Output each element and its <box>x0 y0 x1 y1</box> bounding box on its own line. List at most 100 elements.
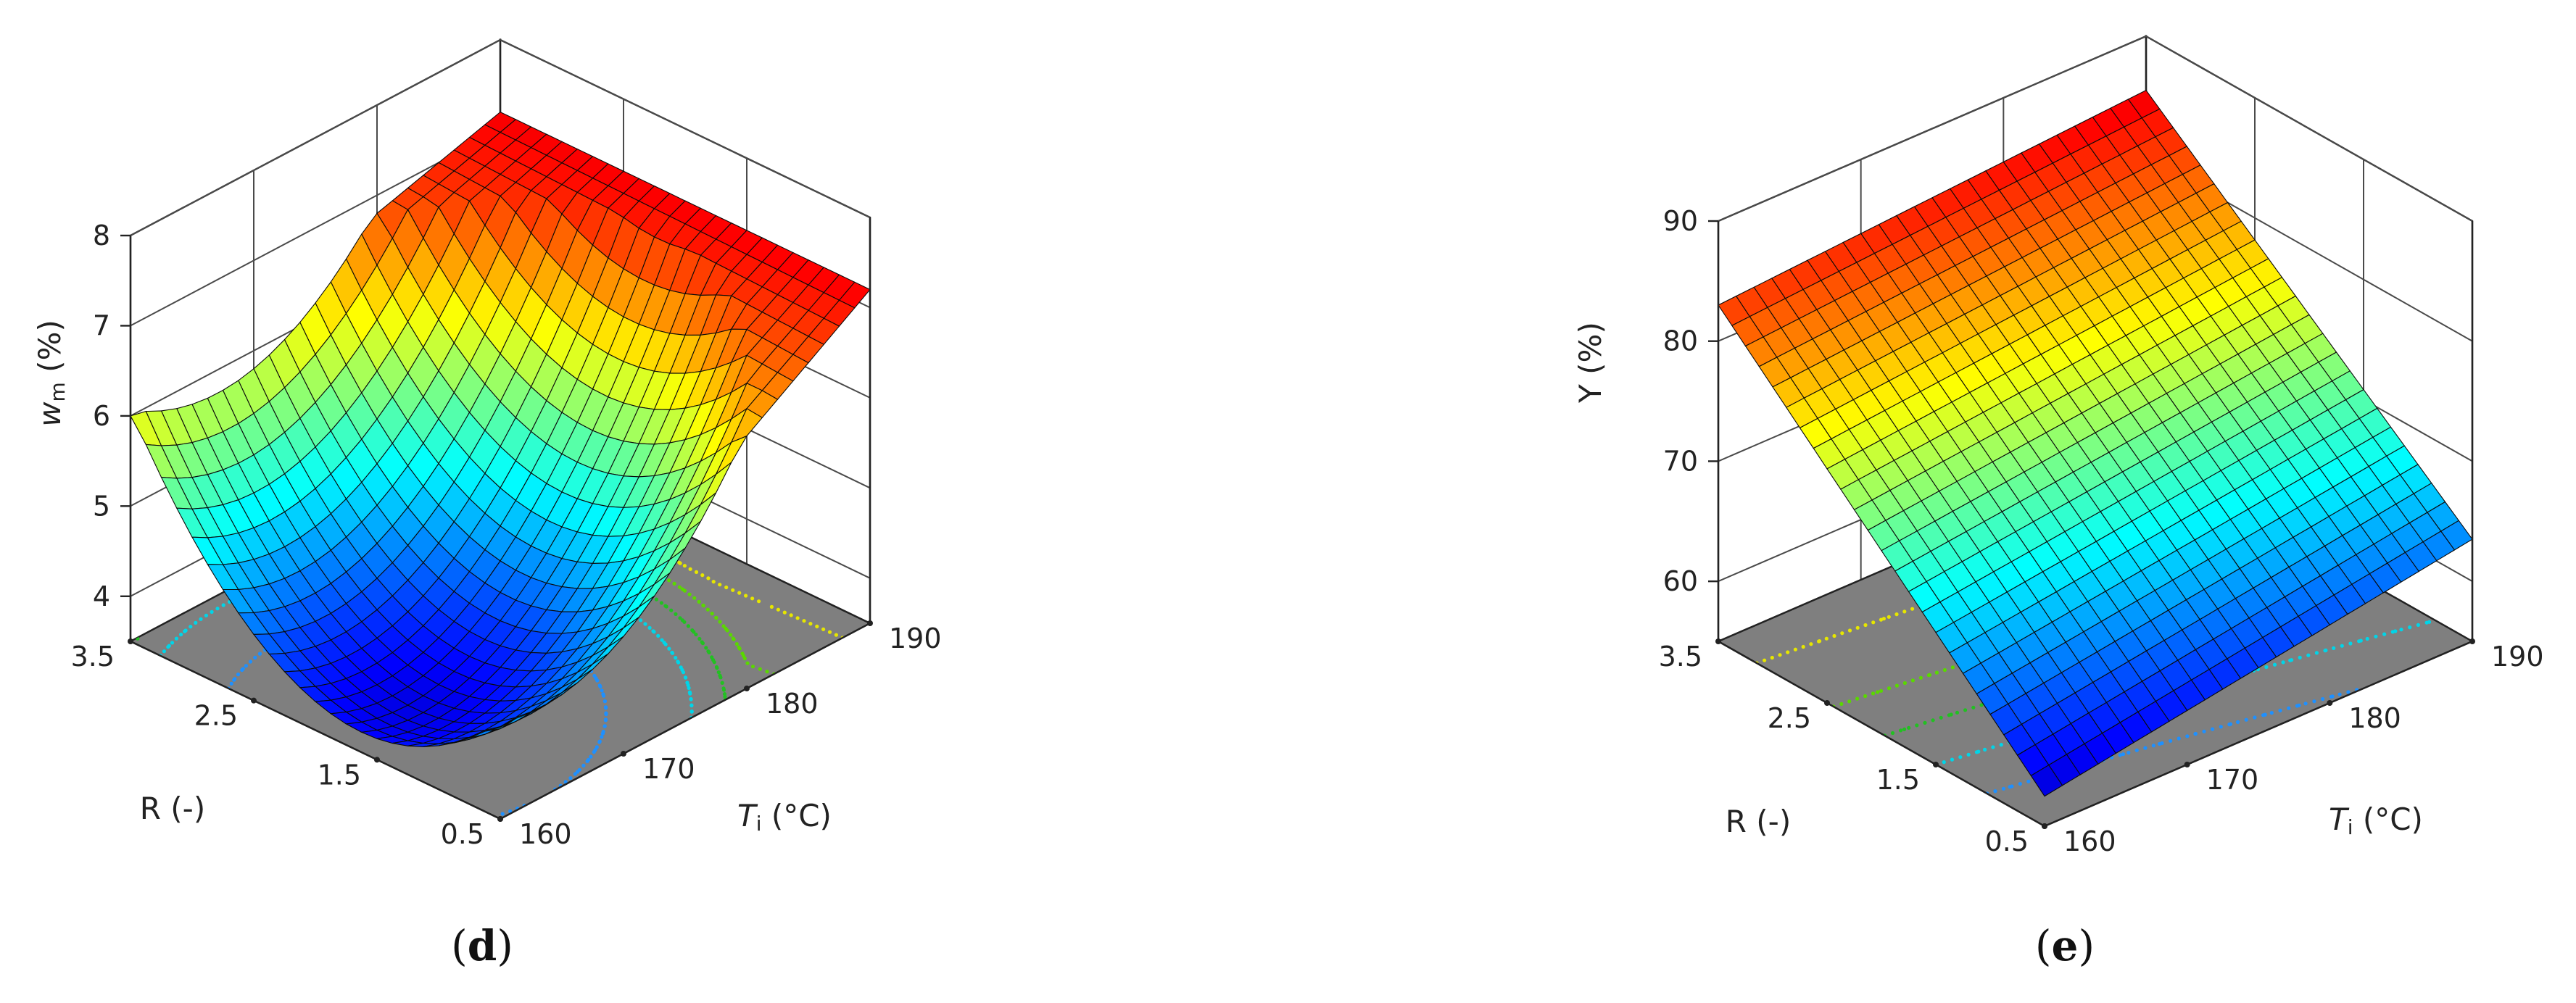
contour-point <box>600 688 604 693</box>
contour-point <box>802 619 806 623</box>
y-axis-label-d: R (-) <box>140 791 205 826</box>
surface-facet <box>484 718 516 732</box>
contour-point <box>834 633 838 637</box>
z-axis-label-d: wm (%) <box>32 320 70 427</box>
x-tick-label: 190 <box>889 623 942 654</box>
contour-point <box>2408 625 2412 630</box>
contour-point <box>706 649 711 654</box>
y-tick-label: 1.5 <box>1876 764 1920 796</box>
contour-point <box>769 604 774 609</box>
contour-point <box>1763 658 1767 662</box>
contour-point <box>721 624 726 628</box>
contour-point <box>721 686 726 691</box>
contour-point <box>1871 620 1876 625</box>
contour-point <box>2253 715 2257 720</box>
contour-point <box>1999 743 2003 747</box>
contour-point <box>1939 715 1943 720</box>
contour-point <box>821 627 826 631</box>
contour-point <box>827 630 832 634</box>
contour-point <box>1910 678 1915 683</box>
contour-point <box>701 603 705 607</box>
contour-point <box>2018 782 2022 786</box>
y-tick-mark <box>1715 638 1721 644</box>
contour-point <box>2261 713 2266 717</box>
contour-point <box>2272 662 2277 667</box>
contour-point <box>680 587 685 591</box>
contour-point <box>577 767 581 772</box>
contour-point <box>602 699 608 704</box>
x-tick-label: 160 <box>519 818 572 850</box>
contour-point <box>1902 609 1907 614</box>
contour-point <box>677 585 682 589</box>
x-tick-label: 160 <box>2063 825 2116 857</box>
contour-point <box>1890 731 1895 736</box>
contour-point <box>1950 665 1955 670</box>
contour-point <box>1899 728 1903 733</box>
contour-point <box>1934 670 1939 675</box>
contour-point <box>162 649 166 654</box>
wall-gridline <box>130 38 871 236</box>
contour-point <box>2227 723 2232 727</box>
contour-point <box>589 754 593 759</box>
contour-point <box>1991 745 1995 749</box>
contour-point <box>592 673 597 678</box>
contour-point <box>189 625 193 629</box>
contour-point <box>2211 727 2215 731</box>
contour-point <box>758 667 762 671</box>
contour-point <box>2332 646 2336 651</box>
contour-point <box>765 670 769 674</box>
contour-point <box>2244 717 2248 722</box>
y-tick-mark <box>251 697 257 704</box>
contour-point <box>706 576 711 580</box>
contour-point <box>690 628 695 633</box>
contour-point <box>686 624 691 628</box>
chart-panel-e: 60 70 80 90 0.5 1.5 2.5 3.5 160 170 180 190 Y (%) R… <box>1573 34 2544 970</box>
contour-point <box>2151 744 2155 748</box>
contour-point <box>729 633 733 637</box>
x-axis-label-e: Ti (°C) <box>2329 802 2423 839</box>
x-tick-label: 180 <box>2348 702 2401 734</box>
contour-point <box>244 664 248 668</box>
contour-point <box>697 599 701 604</box>
y-tick-label: 1.5 <box>318 759 361 791</box>
contour-point <box>744 594 748 598</box>
contour-point <box>1942 667 1947 673</box>
contour-point <box>776 607 780 612</box>
contour-point <box>677 560 682 565</box>
contour-point <box>221 603 225 607</box>
contour-point <box>2026 779 2031 783</box>
contour-point <box>1887 615 1891 619</box>
contour-point <box>601 729 605 734</box>
x-tick-label: 180 <box>766 688 819 720</box>
contour-point <box>199 617 203 621</box>
contour-point <box>1881 617 1886 621</box>
contour-point <box>667 578 671 583</box>
contour-point <box>731 636 735 641</box>
contour-point <box>662 641 666 645</box>
x-tick-mark <box>2327 700 2333 706</box>
contour-point <box>757 599 761 604</box>
y-tick-mark <box>374 757 380 763</box>
contour-point <box>731 588 735 592</box>
contour-point <box>1902 727 1907 732</box>
contour-point <box>1801 644 1805 649</box>
contour-point <box>711 580 716 584</box>
contour-point <box>2399 628 2403 632</box>
contour-point <box>248 659 252 664</box>
contour-point <box>568 776 573 781</box>
contour-point <box>2010 784 2014 788</box>
contour-point <box>647 625 652 630</box>
contour-point <box>2323 649 2327 653</box>
contour-point <box>674 656 678 660</box>
contour-point <box>2348 641 2353 646</box>
contour-point <box>597 683 602 688</box>
contour-point <box>670 650 674 655</box>
x-axis-label-d: Ti (°C) <box>737 798 832 836</box>
contour-point <box>581 763 586 767</box>
contour-point <box>1824 636 1829 641</box>
contour-point <box>2121 752 2125 757</box>
contour-point <box>600 735 604 739</box>
contour-point <box>1778 653 1782 657</box>
ticks-e: 60 70 80 90 0.5 1.5 2.5 3.5 160 170 180 190 <box>1659 205 2544 857</box>
contour-point <box>674 612 678 617</box>
